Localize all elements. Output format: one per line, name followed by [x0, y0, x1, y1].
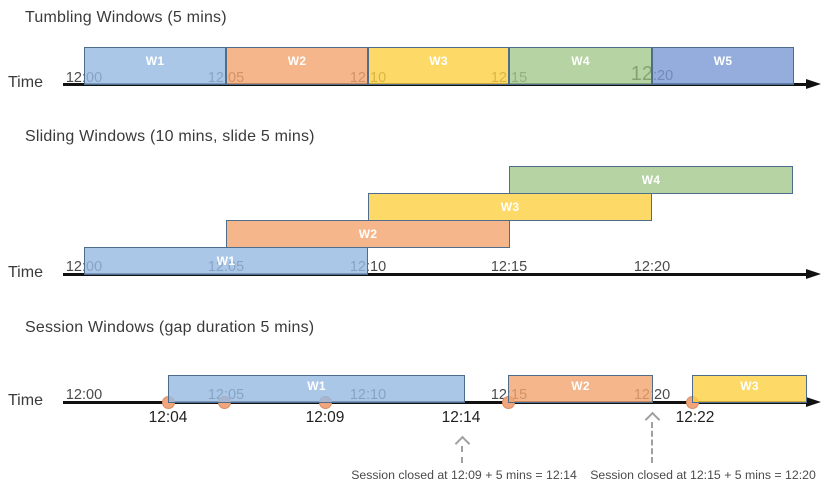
window-w1: W1 [84, 247, 368, 275]
window-label: W5 [713, 54, 733, 68]
window-label: W4 [641, 173, 661, 187]
callout-arrow-stem [461, 446, 463, 463]
session-closed-note: Session closed at 12:15 + 5 mins = 12:20 [590, 468, 816, 482]
window-w2: W2 [226, 220, 510, 248]
window-label: W1 [307, 379, 326, 393]
tumbling-time-axis-label: Time [8, 74, 43, 91]
window-label: W1 [145, 54, 165, 68]
callout-arrow-stem [651, 422, 653, 463]
window-label: W3 [429, 54, 448, 68]
window-w1: W1 [84, 47, 226, 85]
sliding-time-axis-label: Time [8, 264, 43, 281]
timeline-arrowhead-icon-1 [806, 268, 821, 279]
window-w3: W3 [692, 375, 807, 403]
tick-minutes: :20 [649, 387, 671, 403]
axis-tick-label: 12:20 [607, 259, 697, 275]
axis-tick-label: 12:15 [464, 259, 554, 275]
window-w1: W1 [168, 375, 465, 403]
session-closed-note: Session closed at 12:09 + 5 mins = 12:14 [351, 468, 577, 482]
tick-minutes: :15 [506, 259, 528, 275]
event-time-label: 12:22 [675, 409, 715, 426]
window-label: W2 [571, 379, 590, 393]
tick-hours: 12 [490, 259, 507, 275]
window-w3: W3 [368, 193, 652, 221]
timeline-arrowhead-icon-2 [806, 396, 821, 407]
window-w4: W4 [509, 47, 652, 85]
sliding-windows-title: Sliding Windows (10 mins, slide 5 mins) [25, 128, 315, 145]
tick-hours: 12 [65, 387, 82, 403]
window-label: W3 [740, 379, 759, 393]
event-time-label: 12:04 [148, 409, 188, 426]
window-label: W4 [571, 54, 590, 68]
window-w2: W2 [226, 47, 368, 85]
session-windows-title: Session Windows (gap duration 5 mins) [25, 319, 315, 336]
window-w4: W4 [509, 166, 793, 194]
window-w5: W5 [652, 47, 794, 85]
window-label: W1 [216, 254, 236, 268]
timeline-arrowhead-icon-0 [806, 78, 821, 89]
event-time-label: 12:09 [305, 409, 345, 426]
window-label: W2 [287, 54, 307, 68]
tick-minutes: :00 [81, 387, 103, 403]
tick-hours: 12 [65, 259, 82, 275]
window-w2: W2 [508, 375, 653, 403]
tumbling-windows-title: Tumbling Windows (5 mins) [25, 9, 227, 26]
tick-minutes: :20 [649, 259, 671, 275]
window-label: W2 [358, 227, 378, 241]
axis-tick-label: 12:00 [39, 387, 129, 403]
tick-hours: 12 [65, 70, 82, 86]
tick-minutes: :10 [365, 259, 387, 275]
timeline-axis-1 [63, 273, 806, 276]
window-w3: W3 [368, 47, 509, 85]
tick-hours: 12 [633, 259, 650, 275]
session-time-axis-label: Time [8, 392, 43, 409]
event-time-label: 12:14 [441, 409, 481, 426]
window-label: W3 [500, 200, 520, 214]
